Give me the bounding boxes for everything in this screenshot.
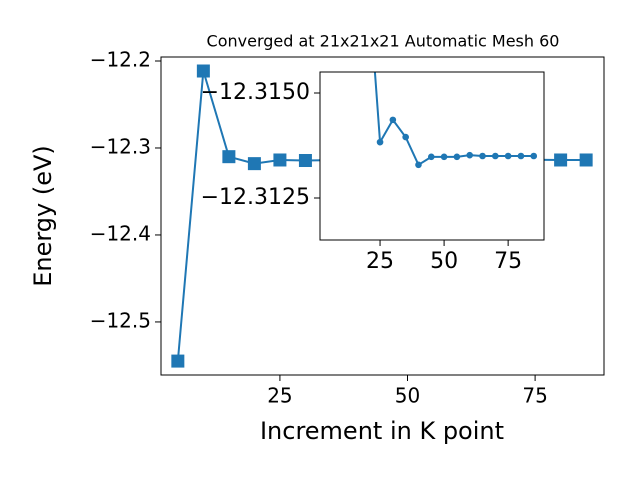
y-tick-label: −12.4: [90, 221, 151, 245]
marker: [247, 157, 261, 171]
marker: [554, 153, 568, 167]
marker: [492, 152, 499, 160]
y-tick-label: −12.3: [90, 134, 151, 158]
marker: [530, 152, 538, 160]
axes-frame: [160, 56, 605, 376]
marker: [376, 138, 384, 146]
marker: [273, 153, 287, 167]
x-tick-label: 25: [267, 384, 292, 408]
marker: [579, 153, 593, 167]
y-tick-label: −12.5: [90, 308, 151, 332]
y-tick-label: −12.2: [90, 48, 151, 72]
marker: [479, 152, 486, 160]
marker: [415, 161, 422, 169]
marker: [440, 153, 448, 161]
marker: [171, 354, 185, 368]
marker: [402, 133, 409, 141]
x-tick-label: 75: [522, 384, 547, 408]
marker: [453, 153, 461, 161]
marker: [298, 154, 312, 168]
y-axis-label: Energy (eV): [29, 145, 57, 287]
x-tick-label: 50: [430, 249, 458, 274]
marker: [504, 152, 512, 160]
y-tick-label: −12.3125: [201, 185, 310, 210]
marker: [427, 153, 435, 161]
x-tick-label: 75: [494, 249, 522, 274]
x-axis-label: Increment in K point: [260, 417, 504, 445]
chart-title: Converged at 21x21x21 Automatic Mesh 60: [207, 32, 560, 51]
plot-clip: [373, 72, 538, 169]
axes-frame: [319, 71, 545, 241]
marker: [466, 151, 474, 159]
x-tick-label: 50: [395, 384, 420, 408]
marker: [389, 116, 397, 124]
y-tick-label: −12.3150: [201, 80, 310, 105]
x-tick-label: 25: [366, 249, 394, 274]
marker: [196, 64, 210, 78]
marker: [222, 150, 236, 164]
marker: [517, 152, 525, 160]
